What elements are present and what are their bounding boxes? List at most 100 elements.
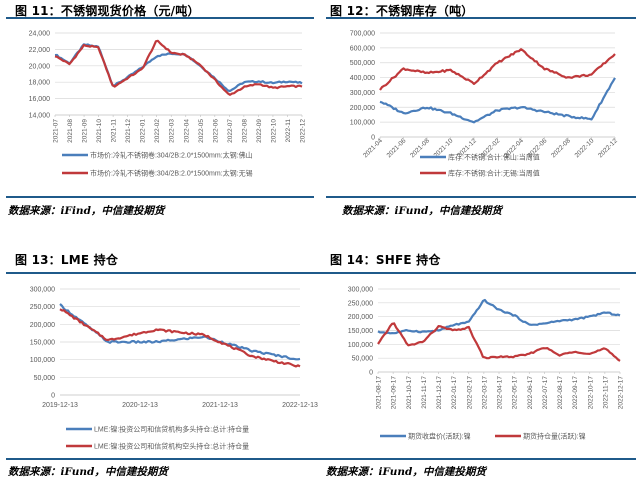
y-tick-label: 100,000 xyxy=(348,342,373,349)
y-tick-label: 400,000 xyxy=(350,75,375,82)
x-tick-label: 2022-11 xyxy=(285,119,292,143)
x-tick-label: 2022-07-17 xyxy=(542,376,549,410)
x-tick-label: 2022-05 xyxy=(198,119,205,143)
y-tick-label: 600,000 xyxy=(350,45,375,52)
source-rule xyxy=(320,458,636,460)
legend-label: 市场价:冷轧不锈钢卷:304/2B:2.0*1500mm:太钢:佛山 xyxy=(90,151,253,160)
x-tick-label: 2022-08-17 xyxy=(557,376,564,410)
x-tick-label: 2022-06-17 xyxy=(527,376,534,410)
x-tick-label: 2022-01 xyxy=(140,119,147,143)
y-tick-label: 18,000 xyxy=(29,80,51,87)
chart-fig13: 300,000 250,000 200,000 150,000 100,000 50,00… xyxy=(30,287,318,451)
y-tick-label: 0 xyxy=(371,135,375,142)
x-tick-label: 2021-06 xyxy=(386,137,408,159)
y-tick-label: 500,000 xyxy=(350,60,375,67)
x-tick-label: 2021-10-17 xyxy=(406,376,413,410)
legend-item: LME:镍:投资公司和信贷机构多头持仓:总计:持仓量 xyxy=(66,425,249,434)
y-tick-label: 100,000 xyxy=(30,357,55,364)
x-tick-label: 2020-12-13 xyxy=(122,402,158,409)
source-rule xyxy=(326,196,636,198)
x-tick-label: 2021-12-17 xyxy=(436,376,443,410)
y-tick-label: 0 xyxy=(369,370,373,377)
x-tick-label: 2022-08 xyxy=(241,119,248,143)
x-tick-label: 2022-02 xyxy=(154,119,161,143)
x-tick-label: 2022-09 xyxy=(256,119,263,143)
x-tick-label: 2021-07 xyxy=(53,119,60,143)
data-source: 数据来源：iFund，中信建投期货 xyxy=(342,205,502,217)
chart-fig14: 300,000 250,000 200,000 150,000 100,000 50,00… xyxy=(348,287,625,441)
x-tick-label: 2021-08 xyxy=(67,119,74,143)
title-rule xyxy=(320,272,636,274)
y-tick-label: 700,000 xyxy=(350,31,375,38)
x-tick-label: 2021-10 xyxy=(96,119,103,143)
x-tick-label: 2022-05-17 xyxy=(512,376,519,410)
y-tick-label: 24,000 xyxy=(29,31,51,38)
legend-item: 市场价:冷轧不锈钢卷:304/2B:2.0*1500mm:太钢:佛山 xyxy=(62,151,253,160)
x-tick-label: 2022-12-17 xyxy=(618,376,625,410)
x-tick-label: 2022-03 xyxy=(169,119,176,143)
y-tick-label: 300,000 xyxy=(30,287,55,294)
x-tick-label: 2021-11-17 xyxy=(421,376,428,409)
y-tick-label: 16,000 xyxy=(29,96,51,103)
x-tick-label: 2022-12 xyxy=(300,119,307,143)
y-tick-label: 150,000 xyxy=(348,328,373,335)
x-tick-label: 2022-12 xyxy=(597,137,619,159)
series-line-red xyxy=(59,308,301,368)
y-tick-label: 50,000 xyxy=(352,356,374,363)
y-tick-label: 100,000 xyxy=(350,120,375,127)
x-tick-label: 2022-09-17 xyxy=(572,376,579,410)
x-tick-label: 2022-12-13 xyxy=(282,402,318,409)
x-tick-label: 2022-01-17 xyxy=(451,376,458,410)
x-tick-label: 2022-10 xyxy=(270,119,277,143)
data-source: 数据来源：iFund，中信建投期货 xyxy=(8,466,168,478)
legend-label: 期货收盘价(活跃):镍 xyxy=(408,432,471,441)
title-rule xyxy=(326,17,636,19)
y-tick-label: 250,000 xyxy=(348,300,373,307)
x-tick-label: 2021-08-17 xyxy=(376,376,383,410)
y-tick-label: 50,000 xyxy=(34,375,56,382)
legend-label: 库存:不锈钢:合计:无锡:当周值 xyxy=(448,169,540,178)
x-tick-label: 2022-07 xyxy=(227,119,234,143)
source-rule xyxy=(6,458,320,460)
x-tick-label: 2022-11-17 xyxy=(602,376,609,409)
chart-fig11: 24,00022,00020,00018,00016,00014,0002021… xyxy=(29,31,307,178)
series-line-red xyxy=(54,39,303,96)
x-tick-label: 2021-12-13 xyxy=(202,402,238,409)
panel-title: 图 14：SHFE 持仓 xyxy=(330,253,441,267)
x-tick-label: 2022-02-17 xyxy=(466,376,473,410)
y-tick-label: 150,000 xyxy=(30,340,55,347)
x-tick-label: 2021-09-17 xyxy=(391,376,398,410)
legend-item: 库存:不锈钢:合计:无锡:当周值 xyxy=(420,169,540,178)
data-source: 数据来源：iFind，中信建投期货 xyxy=(8,205,165,217)
x-tick-label: 2021-09 xyxy=(82,119,89,143)
panel-title: 图 12：不锈钢库存（吨） xyxy=(330,4,474,18)
series-line-blue xyxy=(54,43,303,93)
source-rule xyxy=(6,196,314,198)
legend-item: 市场价:冷轧不锈钢卷:304/2B:2.0*1500mm:太钢:无锡 xyxy=(62,169,253,178)
y-tick-label: 200,000 xyxy=(348,314,373,321)
x-tick-label: 2019-12-13 xyxy=(42,402,78,409)
legend-item: 期货收盘价(活跃):镍 xyxy=(380,432,471,441)
legend-label: LME:镍:投资公司和信贷机构空头持仓:总计:持仓量 xyxy=(94,442,249,451)
series-line-blue xyxy=(377,298,621,335)
x-tick-label: 2022-10-17 xyxy=(587,376,594,410)
legend-item: 期货持仓量(活跃):镍 xyxy=(495,432,586,441)
legend-label: 期货持仓量(活跃):镍 xyxy=(523,432,586,441)
x-tick-label: 2022-03-17 xyxy=(481,376,488,410)
x-tick-label: 2021-11 xyxy=(111,119,118,143)
panel-title: 图 13：LME 持仓 xyxy=(15,253,119,267)
legend-item: 库存:不锈钢:合计:佛山:当周值 xyxy=(420,153,540,162)
series-line-blue xyxy=(379,77,616,124)
y-tick-label: 14,000 xyxy=(29,113,51,120)
legend-label: LME:镍:投资公司和信贷机构多头持仓:总计:持仓量 xyxy=(94,425,249,434)
title-rule xyxy=(6,272,320,274)
x-tick-label: 2022-10 xyxy=(574,137,596,159)
y-tick-label: 0 xyxy=(51,393,55,400)
legend-item: LME:镍:投资公司和信贷机构空头持仓:总计:持仓量 xyxy=(66,442,249,451)
x-tick-label: 2022-08 xyxy=(550,137,572,159)
x-tick-label: 2022-06 xyxy=(212,119,219,143)
y-tick-label: 200,000 xyxy=(30,322,55,329)
data-source: 数据来源：iFund，中信建投期货 xyxy=(326,466,486,478)
legend-label: 库存:不锈钢:合计:佛山:当周值 xyxy=(448,153,540,162)
y-tick-label: 200,000 xyxy=(350,105,375,112)
